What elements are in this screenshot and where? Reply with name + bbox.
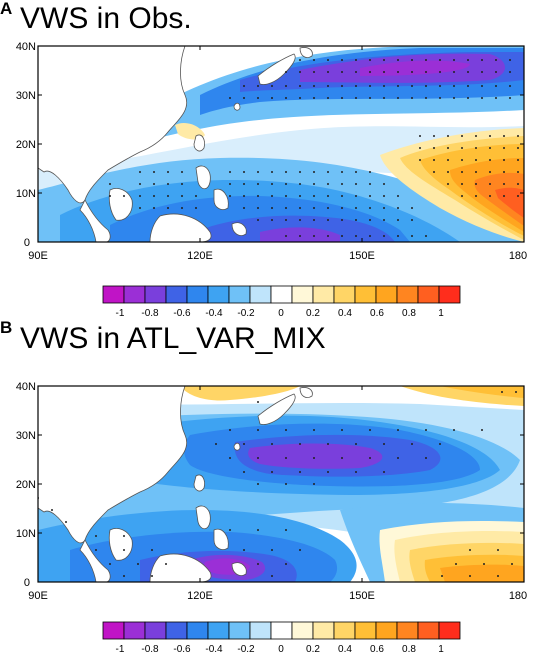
panel-a-title: VWS in Obs.: [20, 2, 192, 35]
colorbar-tick-label: -0.8: [141, 644, 159, 655]
colorbar-tick-label: 0.8: [402, 644, 416, 655]
colorbar-tick-label: -0.6: [173, 308, 191, 319]
colorbar-cell: [165, 285, 188, 304]
colorbar-cell: [333, 285, 356, 304]
colorbar-cell: [228, 285, 251, 304]
colorbar-cell: [438, 621, 461, 640]
panel-a-significance-dots: [109, 59, 519, 237]
colorbar-tick-label: 0: [278, 308, 284, 319]
panel-a-lat-label: 40N: [16, 41, 36, 53]
colorbar-labels: -1 -0.8 -0.6 -0.4 -0.2 0 0.2 0.4 0.6 0.8…: [116, 644, 445, 655]
colorbar-cell: [375, 285, 398, 304]
colorbar-cell: [123, 285, 146, 304]
panel-a-lat-label: 30N: [16, 90, 36, 102]
colorbar-tick-label: 0.6: [370, 644, 384, 655]
colorbar-cell: [102, 621, 125, 640]
colorbar-cell: [207, 285, 230, 304]
panel-a-lon-label: 180: [509, 250, 527, 262]
panel-b-lat-label: 20N: [16, 479, 36, 491]
colorbar-cell: [102, 285, 125, 304]
panel-a-letter: A: [0, 0, 13, 18]
colorbar-cells: [102, 621, 461, 640]
colorbar-cell: [249, 285, 272, 304]
colorbar-tick-label: 0.6: [370, 308, 384, 319]
panel-b-map: 40N 30N 20N 10N 0 90E 120E 150E 180: [16, 381, 527, 602]
colorbar-cell: [438, 285, 461, 304]
colorbar-cell: [165, 621, 188, 640]
panel-b-lon-label: 120E: [187, 590, 213, 602]
panel-b-lat-label: 30N: [16, 430, 36, 442]
colorbar-labels: -1 -0.8 -0.6 -0.4 -0.2 0 0.2 0.4 0.6 0.8…: [116, 308, 445, 319]
colorbar-tick-label: 0.4: [338, 644, 352, 655]
panel-b-lat-label: 40N: [16, 381, 36, 393]
colorbar-cell: [291, 621, 314, 640]
colorbar-tick-label: -0.6: [173, 644, 191, 655]
panel-a-lon-label: 120E: [187, 250, 213, 262]
colorbar-tick-label: 0.4: [338, 308, 352, 319]
colorbar-cell: [417, 285, 440, 304]
colorbar-cell: [270, 285, 293, 304]
colorbar-tick-label: -0.2: [237, 644, 255, 655]
panel-a-colorbar: -1 -0.8 -0.6 -0.4 -0.2 0 0.2 0.4 0.6 0.8…: [102, 285, 461, 319]
colorbar-tick-label: -0.2: [237, 308, 255, 319]
panel-b-significance-dots: [38, 391, 517, 577]
colorbar-tick-label: 0: [278, 644, 284, 655]
panel-a-lat-label: 20N: [16, 139, 36, 151]
colorbar-cells: [102, 285, 461, 304]
colorbar-cell: [375, 621, 398, 640]
colorbar-cell: [207, 621, 230, 640]
colorbar-cell: [312, 285, 335, 304]
panel-b-lat-label: 0: [24, 577, 30, 589]
panel-b-colorbar: -1 -0.8 -0.6 -0.4 -0.2 0 0.2 0.4 0.6 0.8…: [102, 621, 461, 655]
colorbar-tick-label: 0.8: [402, 308, 416, 319]
panel-a-lat-label: 10N: [16, 188, 36, 200]
colorbar-cell: [354, 285, 377, 304]
colorbar-tick-label: 0.2: [306, 644, 320, 655]
colorbar-cell: [396, 285, 419, 304]
colorbar-cell: [291, 285, 314, 304]
colorbar-tick-label: -1: [116, 308, 125, 319]
panel-b-lon-label: 150E: [349, 590, 375, 602]
colorbar-tick-label: -1: [116, 644, 125, 655]
panel-b-letter: B: [0, 318, 13, 337]
panel-b-lon-label: 180: [509, 590, 527, 602]
colorbar-cell: [354, 621, 377, 640]
colorbar-tick-label: 0.2: [306, 308, 320, 319]
colorbar-cell: [312, 621, 335, 640]
colorbar-cell: [270, 621, 293, 640]
colorbar-cell: [228, 621, 251, 640]
colorbar-cell: [144, 621, 167, 640]
colorbar-cell: [333, 621, 356, 640]
colorbar-cell: [123, 621, 146, 640]
panel-a-lat-label: 0: [24, 237, 30, 249]
panel-a-lon-label: 150E: [349, 250, 375, 262]
panel-b-lon-label: 90E: [28, 590, 48, 602]
panel-a-lon-label: 90E: [28, 250, 48, 262]
colorbar-tick-label: -0.8: [141, 308, 159, 319]
colorbar-cell: [186, 621, 209, 640]
colorbar-tick-label: -0.4: [205, 644, 223, 655]
colorbar-cell: [144, 285, 167, 304]
colorbar-cell: [417, 621, 440, 640]
colorbar-cell: [249, 621, 272, 640]
colorbar-cell: [396, 621, 419, 640]
colorbar-cell: [186, 285, 209, 304]
colorbar-tick-label: -0.4: [205, 308, 223, 319]
panel-a-map: 40N 30N 20N 10N 0 90E 120E 150E 180: [16, 41, 527, 262]
colorbar-tick-label: 1: [438, 308, 444, 319]
colorbar-tick-label: 1: [438, 644, 444, 655]
panel-b-title: VWS in ATL_VAR_MIX: [20, 322, 326, 355]
panel-b-lat-label: 10N: [16, 528, 36, 540]
